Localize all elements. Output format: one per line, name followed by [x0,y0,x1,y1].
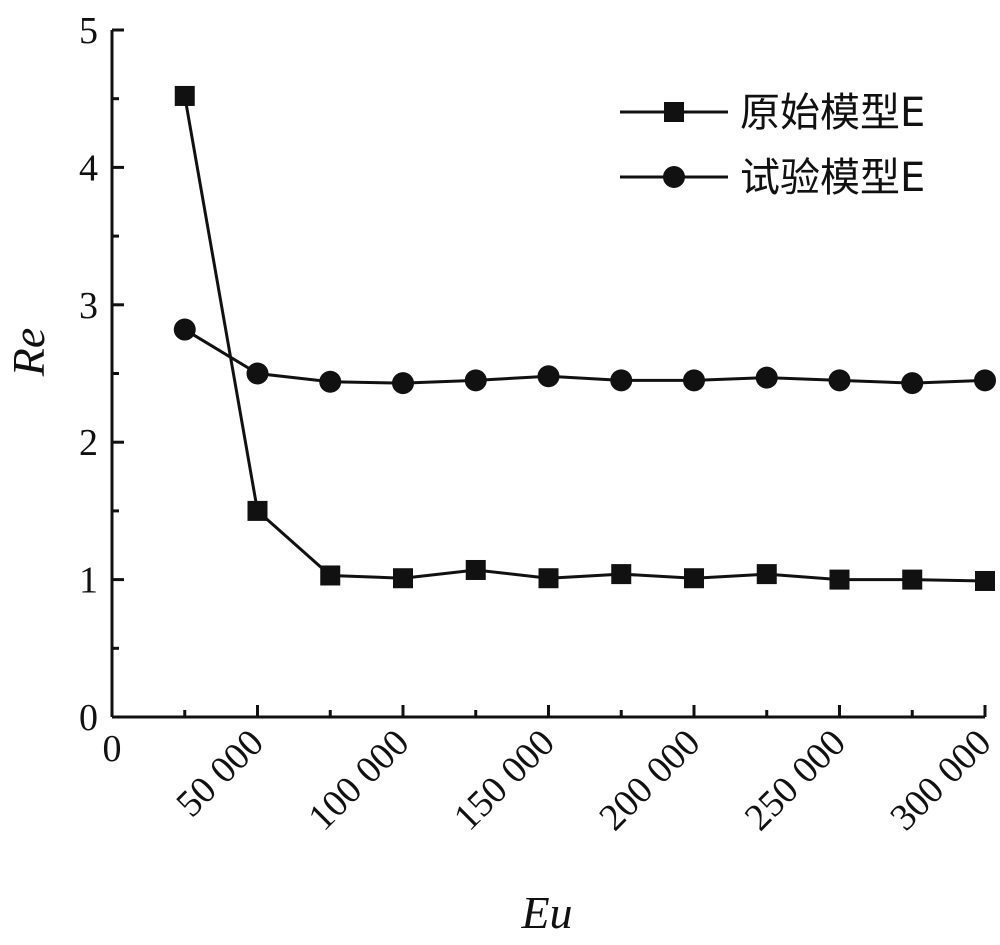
legend-label: 试验模型E [740,155,925,201]
x-tick-label: 0 [103,728,122,770]
data-point [901,372,924,395]
data-point [975,570,995,591]
legend: 原始模型E 试验模型E [620,90,925,201]
y-tick-label: 5 [79,10,98,52]
data-point [974,369,996,392]
data-point [465,559,486,580]
data-point [755,366,778,389]
data-point [319,370,342,393]
data-point [610,369,633,392]
data-point [393,568,413,589]
legend-marker [664,102,684,122]
data-point [684,568,704,589]
data-point [756,564,777,585]
data-point [247,500,268,521]
data-point [537,365,560,388]
data-point [174,85,195,106]
y-tick-label: 4 [79,147,98,189]
y-axis-title: Re [3,328,54,378]
series-layer [173,85,996,591]
x-tick-label: 250 000 [737,722,854,839]
series-line [183,95,986,583]
data-point [538,568,559,589]
x-tick-label: 50 000 [168,722,272,826]
data-point [611,564,632,585]
y-tick-label: 2 [79,422,98,464]
series-1 [174,85,995,591]
x-tick-label: 300 000 [882,722,999,839]
legend-label: 原始模型E [740,90,925,136]
data-point [392,372,414,395]
y-tick-label: 0 [79,697,98,739]
y-tick-label: 1 [79,560,98,602]
data-point [464,369,487,392]
data-point [828,369,851,392]
x-tick-label: 200 000 [591,722,708,839]
series-line [183,328,986,385]
data-point [902,569,923,590]
x-axis-title: Eu [520,887,572,938]
series-2 [173,318,996,395]
x-tick-label: 100 000 [300,722,417,839]
data-point [246,362,269,385]
data-point [829,569,850,590]
x-tick-label: 150 000 [446,722,563,839]
y-tick-label: 3 [79,285,98,327]
data-point [173,318,196,341]
legend-marker [663,166,685,188]
data-point [320,565,341,586]
data-point [683,369,705,392]
